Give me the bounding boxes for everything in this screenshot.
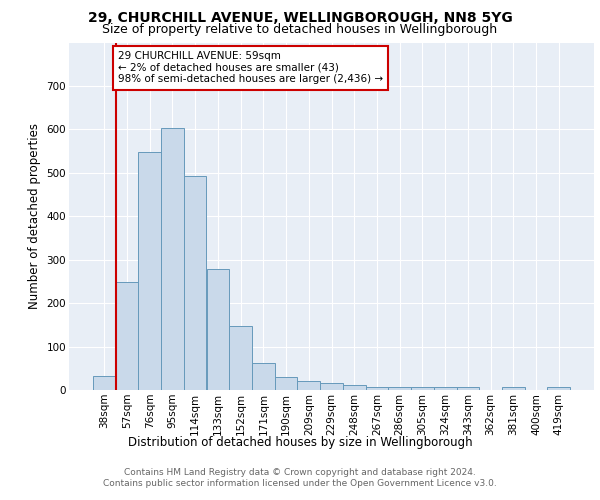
Bar [139, 152, 161, 390]
Bar [502, 388, 524, 390]
Bar [457, 388, 479, 390]
Bar [275, 376, 298, 390]
Bar [252, 363, 275, 390]
Bar [93, 376, 116, 390]
Bar [411, 386, 434, 390]
Text: Contains HM Land Registry data © Crown copyright and database right 2024.: Contains HM Land Registry data © Crown c… [124, 468, 476, 477]
Bar [229, 326, 252, 390]
Bar [298, 381, 320, 390]
Text: Contains public sector information licensed under the Open Government Licence v3: Contains public sector information licen… [103, 480, 497, 488]
Text: Size of property relative to detached houses in Wellingborough: Size of property relative to detached ho… [103, 22, 497, 36]
Text: 29, CHURCHILL AVENUE, WELLINGBOROUGH, NN8 5YG: 29, CHURCHILL AVENUE, WELLINGBOROUGH, NN… [88, 11, 512, 25]
Bar [434, 387, 457, 390]
Bar [320, 383, 343, 390]
Bar [547, 388, 570, 390]
Text: 29 CHURCHILL AVENUE: 59sqm
← 2% of detached houses are smaller (43)
98% of semi-: 29 CHURCHILL AVENUE: 59sqm ← 2% of detac… [118, 51, 383, 84]
Bar [206, 269, 229, 390]
Bar [343, 385, 365, 390]
Bar [184, 176, 206, 390]
Text: Distribution of detached houses by size in Wellingborough: Distribution of detached houses by size … [128, 436, 472, 449]
Y-axis label: Number of detached properties: Number of detached properties [28, 123, 41, 309]
Bar [161, 128, 184, 390]
Bar [365, 388, 388, 390]
Bar [388, 386, 411, 390]
Bar [116, 282, 139, 390]
